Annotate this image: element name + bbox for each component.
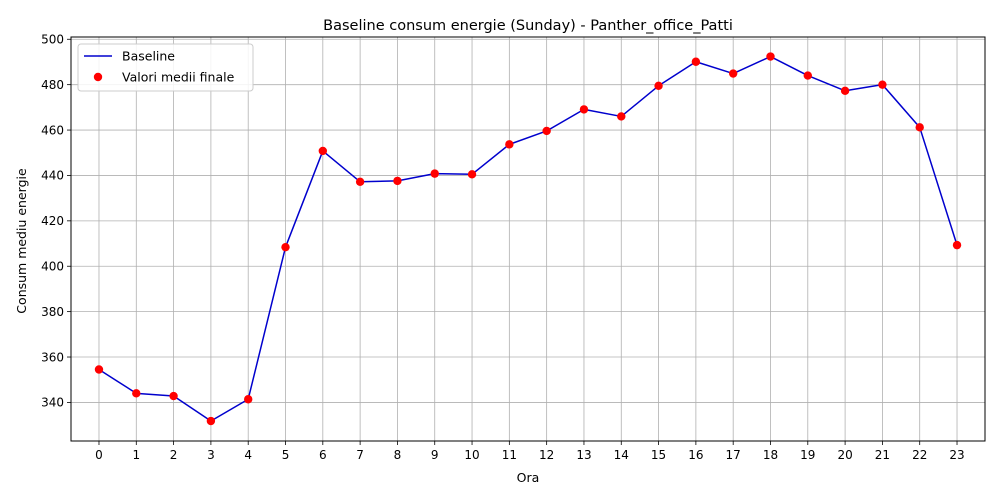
x-tick-label: 15: [651, 448, 666, 462]
chart-title: Baseline consum energie (Sunday) - Panth…: [323, 18, 733, 34]
scatter-point: [878, 80, 887, 89]
x-tick-label: 17: [726, 448, 741, 462]
scatter-point: [206, 416, 216, 426]
scatter-point: [840, 86, 850, 95]
y-tick-label: 420: [41, 214, 64, 228]
x-tick-label: 6: [319, 448, 327, 462]
x-tick-label: 9: [431, 448, 439, 462]
x-tick-label: 18: [763, 448, 778, 462]
x-tick-label: 20: [837, 448, 852, 462]
baseline-series: [98, 55, 958, 422]
scatter-point: [617, 112, 626, 121]
y-tick-label: 440: [41, 169, 64, 183]
x-tick-label: 0: [95, 448, 103, 462]
scatter-point: [281, 242, 290, 252]
y-axis-label: Consum mediu energie: [14, 168, 29, 314]
scatter-point: [467, 170, 477, 179]
y-axis-ticks: 340 360 380 400 420 440 460 480 500: [41, 33, 71, 410]
plot-area-frame: [70, 36, 986, 442]
scatter-point: [542, 126, 551, 136]
x-tick-label: 22: [912, 448, 927, 462]
scatter-point: [430, 169, 439, 178]
y-tick-label: 500: [41, 33, 64, 47]
legend: Baseline Valori medii finale: [77, 43, 254, 92]
legend-label-baseline: Baseline: [122, 49, 175, 64]
y-tick-label: 400: [41, 260, 64, 274]
legend-dot-swatch: [93, 72, 103, 82]
scatter-point: [766, 52, 775, 61]
x-tick-label: 7: [356, 448, 364, 462]
scatter-point: [803, 71, 812, 80]
x-tick-label: 4: [244, 448, 252, 462]
x-tick-label: 21: [875, 448, 890, 462]
scatter-point: [915, 123, 924, 132]
legend-box: [77, 43, 254, 92]
x-tick-label: 1: [132, 448, 140, 462]
scatter-point: [579, 105, 589, 114]
x-tick-label: 2: [170, 448, 178, 462]
legend-label-valori-medii: Valori medii finale: [122, 70, 235, 85]
scatter-point: [654, 81, 663, 90]
scatter-point: [728, 69, 738, 78]
scatter-point: [355, 177, 365, 187]
scatter-point: [393, 176, 402, 186]
x-tick-label: 16: [688, 448, 703, 462]
y-tick-label: 380: [41, 305, 64, 319]
y-tick-label: 360: [41, 350, 64, 364]
grid-lines: [71, 37, 985, 441]
x-axis-ticks: 0 1 2 3 4 5 6 7 8 9 10 11 12 13 14 15 16 17 18 19 20 21 22 23: [95, 441, 965, 462]
scatter-point: [132, 389, 141, 398]
x-tick-label: 19: [800, 448, 815, 462]
x-tick-label: 11: [502, 448, 517, 462]
y-tick-label: 340: [41, 396, 64, 410]
y-tick-label: 480: [41, 78, 64, 92]
baseline-line: [98, 55, 958, 422]
scatter-series: [94, 52, 962, 426]
scatter-point: [244, 395, 253, 404]
x-tick-label: 12: [539, 448, 554, 462]
scatter-point: [94, 365, 104, 374]
scatter-point: [169, 391, 178, 401]
y-tick-label: 460: [41, 123, 64, 137]
scatter-point: [318, 146, 328, 156]
x-tick-label: 14: [614, 448, 629, 462]
x-tick-label: 10: [464, 448, 479, 462]
x-tick-label: 5: [282, 448, 290, 462]
x-axis-label: Ora: [517, 470, 540, 485]
scatter-point: [952, 240, 962, 250]
scatter-point: [505, 140, 514, 149]
x-tick-label: 13: [576, 448, 591, 462]
x-tick-label: 23: [949, 448, 964, 462]
x-tick-label: 3: [207, 448, 215, 462]
x-tick-label: 8: [394, 448, 402, 462]
scatter-point: [691, 57, 701, 66]
